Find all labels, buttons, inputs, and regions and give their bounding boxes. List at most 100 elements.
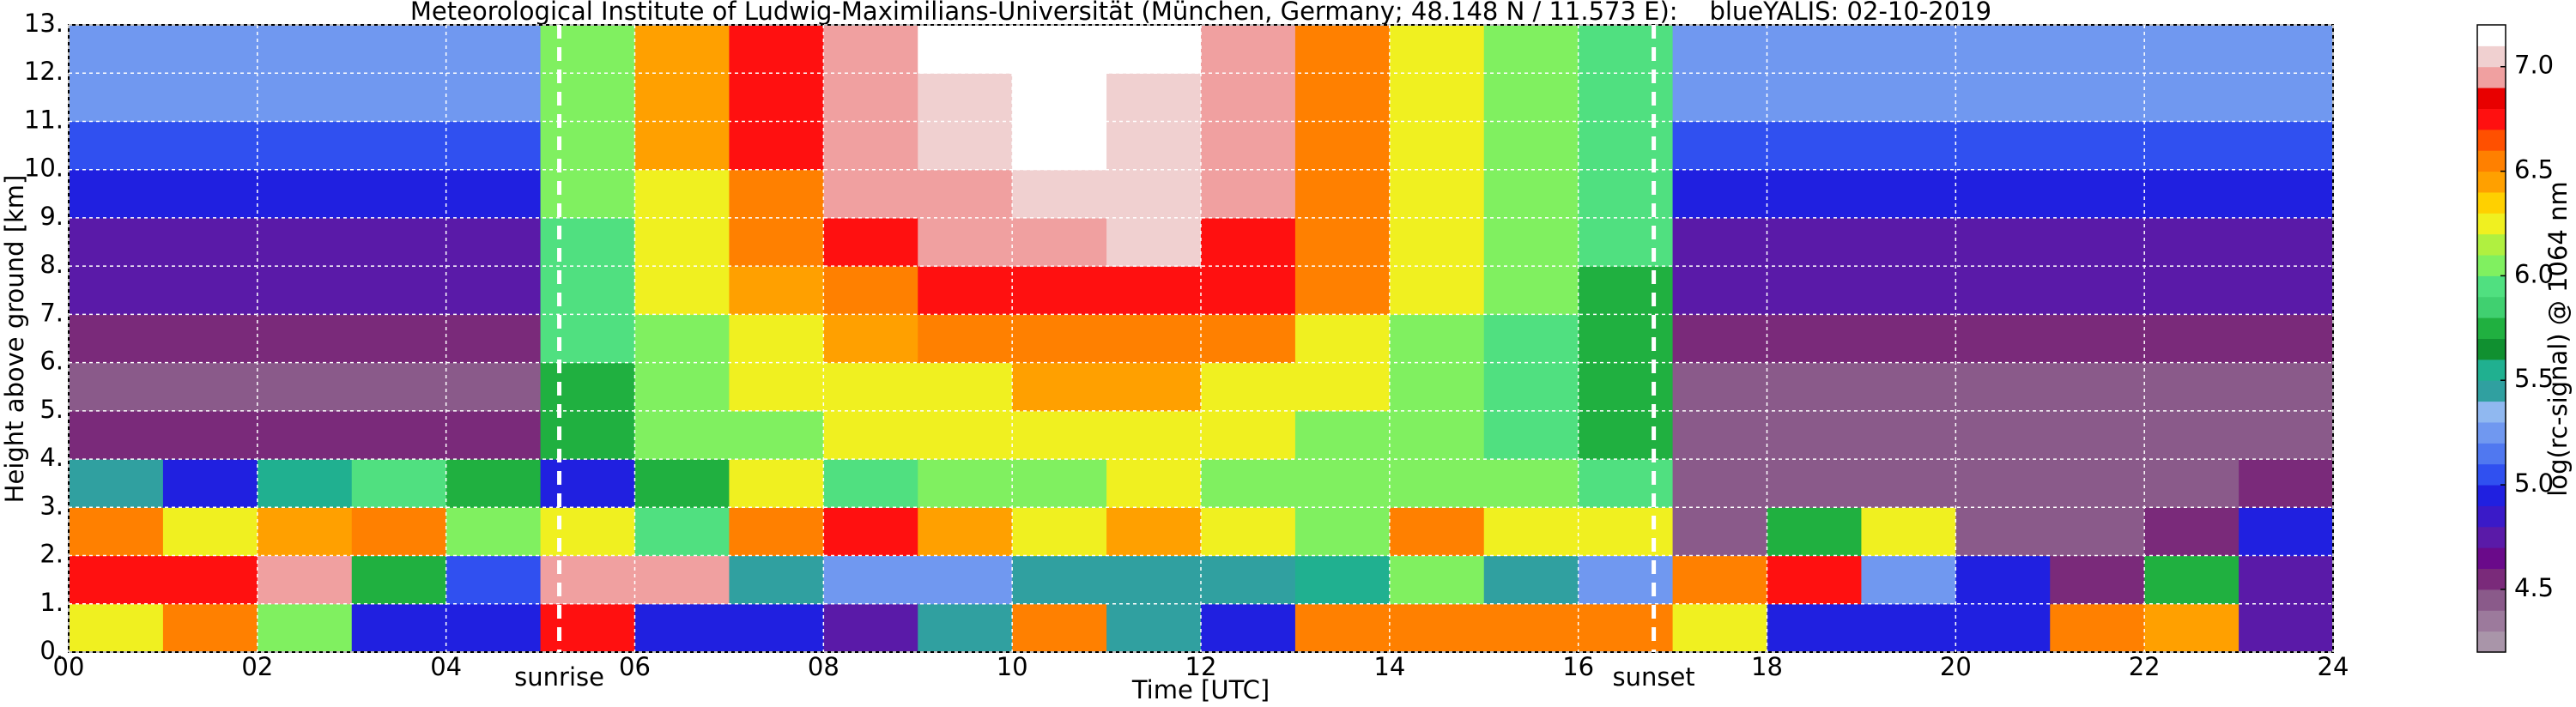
- heatmap-cell: [1578, 459, 1674, 508]
- heatmap-cell: [540, 25, 635, 74]
- heatmap-cell: [69, 507, 164, 557]
- colorbar-label: log(rc-signal) @ 1064 nm: [2543, 181, 2573, 496]
- heatmap-cell: [1106, 121, 1202, 171]
- heatmap-cell: [1201, 507, 1296, 557]
- y-tick-label: 8.: [39, 250, 64, 279]
- heatmap-cell: [1955, 362, 2051, 412]
- heatmap-cell: [257, 169, 353, 219]
- heatmap-cell: [351, 217, 447, 267]
- heatmap-cell: [257, 25, 353, 74]
- heatmap-cell: [1578, 25, 1674, 74]
- heatmap-cell: [634, 314, 730, 364]
- heatmap-cell: [351, 169, 447, 219]
- heatmap-cell: [1106, 169, 1202, 219]
- heatmap-cell: [540, 169, 635, 219]
- heatmap-cell: [445, 410, 542, 460]
- heatmap-cell: [634, 266, 730, 315]
- colorbar-tick-label: 4.5: [2514, 573, 2554, 602]
- heatmap-cell: [69, 410, 164, 460]
- heatmap-cell: [1106, 555, 1202, 605]
- heatmap-cell: [1201, 410, 1296, 460]
- colorbar-cell: [2477, 359, 2506, 381]
- heatmap-cell: [1389, 121, 1485, 171]
- heatmap-cell: [2239, 410, 2334, 460]
- heatmap-cell: [257, 217, 353, 267]
- heatmap-cell: [445, 169, 542, 219]
- colorbar-cell: [2477, 25, 2506, 46]
- x-tick-label: 24: [2318, 652, 2349, 681]
- colorbar-cell: [2477, 233, 2506, 256]
- heatmap-cell: [1106, 603, 1202, 653]
- heatmap-cell: [1483, 410, 1579, 460]
- heatmap-cell: [1294, 603, 1391, 653]
- heatmap-cell: [729, 603, 824, 653]
- heatmap-cell: [729, 25, 824, 74]
- heatmap-cell: [2144, 121, 2240, 171]
- colorbar-frame: [2476, 24, 2506, 653]
- heatmap-cell: [162, 217, 258, 267]
- heatmap-cell: [1672, 459, 1767, 508]
- heatmap-cell: [445, 603, 542, 653]
- heatmap-cell: [1389, 266, 1485, 315]
- colorbar-tick-label: 7.0: [2514, 51, 2554, 80]
- heatmap-cell: [1106, 362, 1202, 412]
- heatmap-cell: [1578, 169, 1674, 219]
- heatmap-cell: [918, 555, 1013, 605]
- heatmap-cell: [2239, 362, 2334, 412]
- heatmap-cell: [540, 121, 635, 171]
- heatmap-cell: [1955, 410, 2051, 460]
- heatmap-cell: [1672, 169, 1767, 219]
- heatmap-cell: [1483, 555, 1579, 605]
- x-tick-label: 04: [430, 652, 462, 681]
- heatmap-cell: [351, 266, 447, 315]
- heatmap-cell: [729, 555, 824, 605]
- heatmap-cell: [351, 555, 447, 605]
- chart-title: Meteorological Institute of Ludwig-Maxim…: [410, 0, 1991, 26]
- heatmap-cell: [1861, 73, 1956, 122]
- colorbar-cell: [2477, 150, 2506, 172]
- y-tick-label: 1.: [39, 588, 64, 617]
- heatmap-cell: [1483, 314, 1579, 364]
- heatmap-cell: [1389, 603, 1485, 653]
- heatmap-cell: [823, 314, 918, 364]
- heatmap-cell: [1012, 25, 1107, 74]
- heatmap-cell: [2239, 121, 2334, 171]
- heatmap-cell: [69, 459, 164, 508]
- heatmap-cell: [823, 555, 918, 605]
- heatmap-cell: [1106, 73, 1202, 122]
- heatmap-cell: [2144, 25, 2240, 74]
- heatmap-cell: [1955, 217, 2051, 267]
- heatmap-cell: [257, 73, 353, 122]
- colorbar-cell: [2477, 108, 2506, 130]
- heatmap-cell: [1578, 362, 1674, 412]
- heatmap-cell: [2239, 314, 2334, 364]
- annotation-label: sunrise: [514, 662, 604, 692]
- x-tick-label: 14: [1373, 652, 1405, 681]
- y-tick-label: 12.: [24, 57, 64, 86]
- heatmap-cell: [634, 25, 730, 74]
- heatmap-cell: [2239, 25, 2334, 74]
- y-tick-label: 9.: [39, 202, 64, 231]
- heatmap-cell: [918, 25, 1013, 74]
- heatmap-cell: [634, 73, 730, 122]
- heatmap-cell: [1201, 459, 1296, 508]
- heatmap-cell: [2050, 314, 2145, 364]
- x-tick-label: 08: [808, 652, 839, 681]
- heatmap-cell: [1483, 266, 1579, 315]
- heatmap-cell: [2239, 169, 2334, 219]
- heatmap-cell: [351, 121, 447, 171]
- heatmap-cell: [540, 362, 635, 412]
- heatmap-cell: [1672, 25, 1767, 74]
- heatmap-cell: [1294, 25, 1391, 74]
- heatmap-cell: [1201, 555, 1296, 605]
- heatmap-cell: [257, 507, 353, 557]
- heatmap-cell: [351, 410, 447, 460]
- heatmap-cell: [2050, 217, 2145, 267]
- y-tick-label: 3.: [39, 491, 64, 520]
- heatmap-cell: [823, 217, 918, 267]
- heatmap-cell: [1201, 25, 1296, 74]
- colorbar-cell: [2477, 547, 2506, 570]
- heatmap-cell: [2050, 362, 2145, 412]
- heatmap-cell: [1767, 217, 1862, 267]
- heatmap-cell: [1672, 314, 1767, 364]
